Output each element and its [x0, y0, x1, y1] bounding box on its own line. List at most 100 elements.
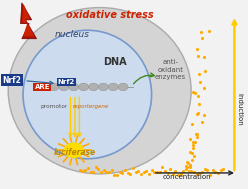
Text: Nrf2: Nrf2 [2, 76, 21, 85]
Point [189, 170, 193, 173]
Point [184, 164, 187, 167]
Point [139, 173, 143, 176]
Point [195, 132, 199, 136]
Point [186, 161, 190, 164]
Point [195, 55, 199, 58]
Circle shape [89, 83, 98, 91]
Point [208, 174, 212, 177]
Point [195, 173, 199, 176]
Point [202, 55, 206, 58]
Point [168, 168, 172, 171]
Point [188, 166, 192, 169]
Point [205, 169, 209, 172]
Text: anti-
oxidant
enzymes: anti- oxidant enzymes [155, 59, 186, 81]
Point [211, 169, 215, 172]
Point [195, 48, 199, 51]
Circle shape [69, 83, 79, 91]
Point [195, 135, 199, 138]
Point [192, 155, 196, 158]
Point [213, 170, 217, 174]
Point [185, 166, 188, 169]
Point [200, 171, 204, 174]
Point [179, 173, 183, 176]
Point [81, 170, 85, 173]
Point [188, 164, 192, 167]
Point [174, 169, 178, 172]
Circle shape [118, 83, 128, 91]
Point [91, 170, 95, 173]
Point [200, 120, 204, 123]
Point [192, 140, 196, 143]
Point [155, 170, 159, 173]
Point [199, 30, 203, 33]
Circle shape [64, 143, 83, 157]
Point [118, 171, 122, 174]
Circle shape [108, 83, 118, 91]
Point [102, 168, 106, 171]
Point [197, 171, 201, 174]
Point [196, 112, 200, 115]
Point [96, 168, 100, 171]
Point [147, 172, 151, 175]
Point [165, 172, 169, 175]
Point [131, 166, 135, 169]
Text: concentration: concentration [163, 174, 212, 180]
Point [86, 166, 90, 169]
Circle shape [98, 83, 108, 91]
Ellipse shape [8, 8, 191, 174]
Point [200, 37, 204, 40]
Point [196, 103, 200, 106]
Point [203, 167, 207, 170]
Point [193, 92, 197, 95]
Point [202, 87, 206, 90]
Point [190, 151, 194, 154]
Point [203, 70, 207, 73]
Point [182, 169, 186, 172]
Point [160, 165, 164, 168]
Point [123, 169, 127, 172]
Polygon shape [21, 3, 37, 39]
Ellipse shape [23, 30, 152, 159]
Text: luciferase: luciferase [54, 148, 96, 157]
Point [99, 171, 103, 174]
Point [120, 172, 124, 175]
Point [187, 169, 191, 172]
Point [202, 113, 206, 116]
Point [157, 171, 161, 174]
Point [78, 168, 82, 171]
Point [115, 174, 119, 177]
Circle shape [49, 83, 59, 91]
Point [184, 168, 188, 171]
Point [134, 170, 138, 173]
Point [107, 171, 111, 174]
Point [136, 169, 140, 172]
Point [142, 171, 146, 174]
Text: reportergene: reportergene [73, 104, 109, 109]
Point [188, 151, 192, 154]
Text: induction: induction [236, 93, 242, 126]
Point [216, 171, 220, 174]
Point [94, 166, 98, 169]
Point [163, 170, 167, 173]
Point [192, 170, 196, 173]
Point [152, 171, 156, 174]
Point [188, 164, 192, 167]
Point [198, 81, 202, 84]
Text: Nrf2: Nrf2 [58, 79, 75, 85]
Point [112, 174, 116, 177]
Point [207, 29, 211, 33]
Point [150, 169, 154, 172]
Point [221, 167, 225, 170]
Point [176, 174, 180, 177]
Circle shape [79, 83, 89, 91]
Point [194, 132, 198, 135]
Text: DNA: DNA [103, 57, 126, 67]
Point [197, 73, 201, 76]
Circle shape [59, 83, 69, 91]
Point [89, 170, 93, 173]
Point [190, 122, 194, 125]
Point [188, 137, 192, 140]
Point [191, 146, 195, 149]
Point [128, 173, 132, 176]
Point [196, 94, 200, 97]
